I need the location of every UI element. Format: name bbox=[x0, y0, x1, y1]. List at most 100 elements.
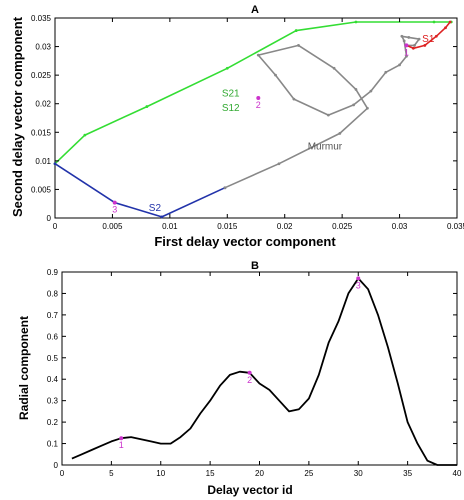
highlight-marker-label: 3 bbox=[356, 280, 361, 290]
panel-a-series bbox=[53, 20, 453, 219]
x-tick-label: 35 bbox=[403, 469, 412, 478]
panel-a: A S21 S12 S2 Murmur S1 1 2 3 0 0.005 0.01 0.015 0.0… bbox=[10, 4, 464, 249]
data-point bbox=[277, 162, 281, 166]
x-tick-label: 0.025 bbox=[332, 222, 353, 231]
data-point bbox=[366, 106, 369, 110]
highlight-marker-label: 1 bbox=[119, 440, 124, 450]
series-line bbox=[71, 277, 457, 466]
panel-b-plot-area bbox=[61, 271, 458, 466]
highlight-marker bbox=[112, 200, 117, 205]
y-tick-label: 0.3 bbox=[47, 397, 59, 406]
y-tick-label: 0 bbox=[47, 214, 52, 223]
x-tick-label: 15 bbox=[206, 469, 215, 478]
annotation-label: S1 bbox=[422, 34, 435, 45]
data-point bbox=[53, 162, 57, 166]
data-point bbox=[354, 20, 358, 24]
highlight-marker bbox=[247, 370, 252, 375]
y-tick-label: 0.035 bbox=[31, 14, 52, 23]
x-tick-label: 0.035 bbox=[447, 222, 464, 231]
series-line-s2 bbox=[54, 163, 226, 218]
data-point bbox=[411, 46, 415, 50]
y-tick-label: 0.6 bbox=[47, 332, 59, 341]
data-point bbox=[400, 34, 404, 38]
highlight-marker bbox=[256, 96, 261, 100]
annotation-label: S12 bbox=[222, 103, 240, 114]
panel-a-xlabel: First delay vector component bbox=[154, 234, 336, 249]
highlight-marker-label: 2 bbox=[256, 100, 261, 110]
data-point bbox=[413, 44, 416, 47]
highlight-marker-label: 1 bbox=[404, 47, 409, 57]
plot-frame bbox=[61, 271, 458, 466]
data-point bbox=[225, 66, 229, 70]
series-line-murmur bbox=[224, 35, 420, 189]
x-tick-label: 10 bbox=[156, 469, 165, 478]
data-point bbox=[223, 186, 227, 190]
panel-a-plot-area bbox=[54, 17, 458, 219]
data-point bbox=[405, 54, 408, 58]
x-tick-label: 0.01 bbox=[162, 222, 178, 231]
data-point bbox=[434, 34, 438, 38]
series-line-s21-s12 bbox=[54, 21, 452, 165]
y-tick-label: 0.005 bbox=[31, 185, 52, 194]
y-tick-label: 0.025 bbox=[31, 71, 52, 80]
y-tick-label: 0.4 bbox=[47, 375, 59, 384]
highlight-marker bbox=[119, 436, 124, 441]
x-tick-label: 30 bbox=[354, 469, 363, 478]
y-tick-label: 0.01 bbox=[35, 157, 51, 166]
data-point bbox=[448, 20, 452, 24]
data-point bbox=[402, 39, 406, 43]
highlight-marker-label: 2 bbox=[247, 375, 252, 385]
y-tick-label: 0.5 bbox=[47, 354, 59, 363]
panel-a-annotations: S21 S12 S2 Murmur S1 1 2 3 bbox=[112, 34, 435, 215]
x-tick-label: 0.02 bbox=[277, 222, 293, 231]
y-tick-label: 0.2 bbox=[47, 418, 59, 427]
data-point bbox=[398, 63, 401, 67]
x-tick-label: 0 bbox=[60, 469, 65, 478]
data-point bbox=[384, 70, 388, 74]
x-tick-label: 5 bbox=[109, 469, 114, 478]
data-point bbox=[407, 36, 411, 39]
data-point bbox=[444, 26, 447, 30]
data-point bbox=[338, 132, 342, 135]
data-point bbox=[83, 133, 87, 137]
y-tick-label: 0.9 bbox=[47, 268, 59, 277]
data-point bbox=[294, 29, 298, 32]
highlight-marker-label: 3 bbox=[112, 205, 117, 215]
panel-a-ticks: 0 0.005 0.01 0.015 0.02 0.025 0.03 0.035 0 0.005 0… bbox=[31, 14, 464, 231]
x-tick-label: 0.015 bbox=[217, 222, 238, 231]
data-point bbox=[354, 88, 358, 91]
data-point bbox=[326, 113, 330, 117]
annotation-label: S21 bbox=[222, 88, 240, 99]
panel-b-xlabel: Delay vector id bbox=[207, 483, 292, 497]
x-tick-label: 40 bbox=[453, 469, 462, 478]
x-tick-label: 0 bbox=[53, 222, 58, 231]
x-tick-label: 0.005 bbox=[102, 222, 123, 231]
panel-b-title: B bbox=[251, 260, 259, 272]
annotation-label: Murmur bbox=[308, 141, 343, 152]
y-tick-label: 0.015 bbox=[31, 128, 52, 137]
data-point bbox=[297, 44, 300, 47]
panel-b: B 1 2 3 0 5 10 15 20 25 30 35 40 0 0.1 0.2 0.3 0.4 0.5 0.… bbox=[17, 260, 462, 497]
panel-b-markers: 1 2 3 bbox=[119, 276, 361, 450]
x-tick-label: 20 bbox=[255, 469, 264, 478]
data-point bbox=[274, 73, 277, 77]
panel-b-ticks: 0 5 10 15 20 25 30 35 40 0 0.1 0.2 0.3 0.4 0.5 0.6 0.7 0.… bbox=[47, 268, 462, 478]
y-tick-label: 0.02 bbox=[35, 100, 51, 109]
highlight-marker bbox=[356, 276, 361, 281]
annotation-label: S2 bbox=[149, 203, 162, 214]
data-point bbox=[160, 215, 164, 219]
data-point bbox=[432, 20, 436, 24]
panel-b-ylabel: Radial component bbox=[17, 316, 31, 420]
data-point bbox=[423, 44, 427, 47]
panel-a-title: A bbox=[251, 4, 259, 16]
x-tick-label: 0.03 bbox=[392, 222, 408, 231]
x-tick-label: 25 bbox=[304, 469, 313, 478]
y-tick-label: 0.03 bbox=[35, 43, 51, 52]
data-point bbox=[292, 97, 296, 101]
plot-frame bbox=[54, 17, 458, 219]
panel-a-ylabel: Second delay vector component bbox=[10, 16, 25, 217]
panel-b-series bbox=[71, 277, 457, 466]
data-point bbox=[256, 53, 260, 57]
data-point bbox=[145, 105, 149, 108]
